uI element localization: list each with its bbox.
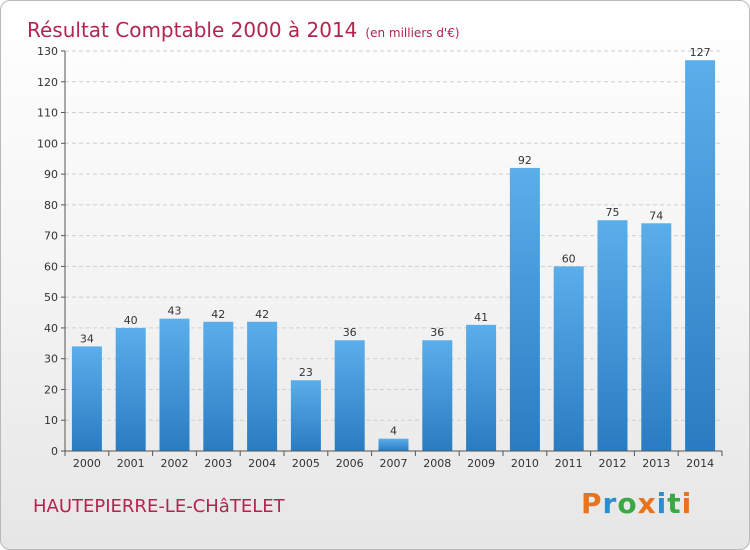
logo-letter: i [656,487,668,520]
bar-2004 [247,321,278,451]
data-labels: 34 40 43 42 42 23 36 4 36 41 92 60 75 74 127 [80,46,711,437]
chart-title-text: Résultat Comptable 2000 à 2014 [27,18,358,42]
x-tick-label-2004: 2004 [248,457,276,470]
data-label-2011: 60 [562,252,576,265]
y-tick-label: 70 [44,230,58,243]
data-label-2010: 92 [518,154,532,167]
x-tick-label-2014: 2014 [686,457,714,470]
bar-2005 [290,380,321,451]
x-tick-label-2012: 2012 [599,457,627,470]
y-tick-label: 80 [44,199,58,212]
bar-2007 [378,438,409,451]
x-tick-label-2010: 2010 [511,457,539,470]
data-label-2013: 74 [649,209,663,222]
bar-2010 [509,167,540,451]
bar-2006 [334,340,365,451]
logo-letter: o [617,487,638,520]
y-tick-label: 30 [44,353,58,366]
y-tick-label: 60 [44,260,58,273]
data-label-2003: 42 [211,308,225,321]
logo-letter: P [581,487,603,520]
x-tick-label-2011: 2011 [555,457,583,470]
y-tick-label: 20 [44,383,58,396]
data-label-2000: 34 [80,332,94,345]
bar-2001 [115,327,146,451]
y-tick-label: 90 [44,168,58,181]
logo-letter: x [637,487,657,520]
data-label-2005: 23 [299,366,313,379]
x-tick-label-2001: 2001 [117,457,145,470]
data-label-2008: 36 [430,326,444,339]
data-label-2006: 36 [343,326,357,339]
data-label-2009: 41 [474,311,488,324]
x-tick-label-2006: 2006 [336,457,364,470]
chart-title: Résultat Comptable 2000 à 2014 (en millie… [27,7,460,45]
bar-2012 [597,220,628,451]
x-tick-label-2000: 2000 [73,457,101,470]
y-tick-label: 130 [37,45,58,58]
x-tick-label-2003: 2003 [204,457,232,470]
x-tick-label-2007: 2007 [380,457,408,470]
logo-letter: i [681,487,693,520]
x-tick-label-2009: 2009 [467,457,495,470]
x-tick-label-2008: 2008 [423,457,451,470]
x-tick-label-2005: 2005 [292,457,320,470]
proxiti-logo: Proxiti [581,487,692,520]
bar-2011 [553,266,584,451]
y-tick-label: 120 [37,76,58,89]
data-label-2002: 43 [168,305,182,318]
x-axis-ticks: 2000 2001 2002 2003 2004 2005 2006 2007 2008 2009… [64,451,723,470]
y-tick-label: 40 [44,322,58,335]
bar-2002 [159,318,190,451]
y-tick-label: 100 [37,137,58,150]
logo-letter: t [667,487,682,520]
data-label-2012: 75 [606,206,620,219]
logo-letter: r [602,487,618,520]
y-tick-label: 10 [44,414,58,427]
data-label-2004: 42 [255,308,269,321]
data-label-2007: 4 [390,425,397,438]
bar-2008 [422,340,453,451]
y-tick-label: 110 [37,107,58,120]
commune-name: HAUTEPIERRE-LE-CHâTELET [33,496,285,517]
bar-2013 [641,223,672,451]
bar-2009 [466,324,497,451]
y-tick-label: 0 [51,445,58,458]
x-tick-label-2013: 2013 [642,457,670,470]
y-tick-label: 50 [44,291,58,304]
bar-2003 [203,321,234,451]
data-label-2001: 40 [124,314,138,327]
axes [64,51,722,452]
y-axis-ticks: 0 10 20 30 40 50 60 70 80 90 100 110 120 130 [37,45,65,458]
data-label-2014: 127 [690,46,711,59]
bar-2000 [71,346,102,451]
x-tick-label-2002: 2002 [161,457,189,470]
bars [71,60,716,451]
chart-subtitle: (en milliers d'€) [365,26,460,40]
bar-2014 [685,60,716,451]
